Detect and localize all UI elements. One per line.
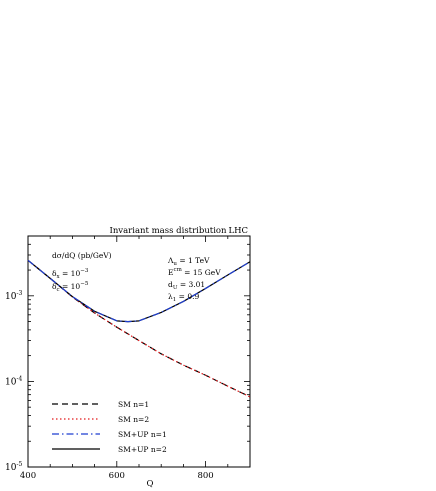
legend-label: SM+UP n=2 [118,445,167,454]
corner-label: LHC [228,226,248,236]
x-tick-label: 400 [20,471,36,481]
series-line-sm-n-1 [27,259,251,398]
series-lines [27,259,251,398]
y-tick-label: 10-3 [5,290,22,302]
y-tick-label: 10-4 [5,375,22,387]
y-axis-label: dσ/dQ (pb/GeV) [52,251,112,260]
parameter-box-left: δx = 10−3δc = 10−5 [52,268,89,293]
chart-title: Invariant mass distribution [109,226,227,236]
y-tick-labels: 10-3 10-4 10-5 [5,290,22,473]
legend-label: SM n=1 [118,400,149,409]
series-line-sm-up-n-1 [27,259,251,323]
legend-label: SM n=2 [118,415,149,424]
y-tick-label: 10-5 [5,461,22,473]
x-tick-label: 800 [197,471,213,481]
legend: SM n=1 SM n=2 SM+UP n=1 SM+UP n=2 [52,400,167,454]
series-line-sm-n-2 [27,259,251,398]
param-left-line: δc = 10−5 [52,281,89,293]
param-right-line: λ1 = 0.9 [168,292,199,303]
x-tick-label: 600 [109,471,125,481]
x-tick-labels: 400 600 800 [20,471,214,481]
param-right-line: Ecm = 15 GeV [168,267,221,277]
param-left-line: δx = 10−3 [52,268,89,280]
x-axis-label: Q [147,479,154,489]
param-right-line: Λu = 1 TeV [167,256,210,267]
axis-ticks [27,235,251,468]
param-right-line: dU = 3.01 [168,280,205,291]
legend-label: SM+UP n=1 [118,430,167,439]
